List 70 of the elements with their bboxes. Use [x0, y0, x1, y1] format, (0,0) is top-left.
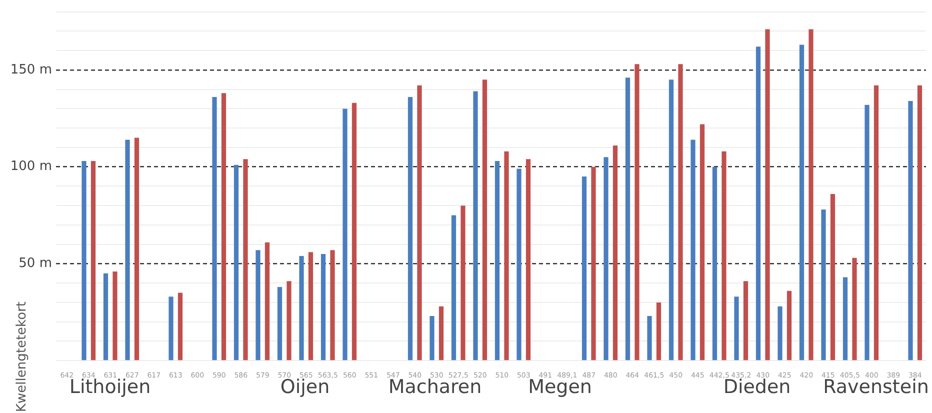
bar [656, 302, 662, 360]
bar [756, 46, 761, 360]
bar [352, 102, 357, 360]
bar [765, 29, 770, 360]
bar [234, 164, 239, 360]
bar [430, 316, 434, 360]
bar [494, 161, 500, 360]
bar [634, 64, 640, 360]
bar [743, 281, 748, 360]
bar [342, 108, 348, 360]
bar [103, 273, 108, 360]
bar [112, 271, 118, 360]
bar [286, 281, 292, 360]
y-axis-title: Kwellengtetekort [14, 301, 30, 412]
bar [700, 124, 705, 360]
bar [842, 277, 848, 360]
bar [917, 85, 922, 360]
bar [712, 166, 718, 360]
bar [308, 252, 314, 360]
bar [134, 138, 140, 360]
bar [330, 250, 335, 360]
bar [647, 316, 652, 360]
bar [243, 159, 248, 360]
bar [168, 296, 174, 360]
bar [808, 29, 814, 360]
bar [504, 151, 509, 360]
y-tick-label: 100 m [10, 159, 52, 174]
bar [264, 242, 270, 360]
bar [408, 97, 413, 360]
bar [678, 64, 683, 360]
bar [908, 100, 913, 360]
bar [320, 254, 326, 360]
bar [690, 140, 696, 360]
bar [299, 256, 304, 360]
bar [482, 80, 488, 360]
bar [460, 206, 466, 360]
bar [178, 292, 183, 360]
bar [516, 168, 522, 360]
bar [212, 97, 217, 360]
bar [277, 286, 282, 360]
bar [90, 161, 96, 360]
bar [799, 44, 804, 360]
bar [786, 290, 792, 360]
bar [625, 78, 630, 360]
bar [852, 258, 857, 360]
bar [604, 157, 608, 360]
bar [417, 85, 422, 360]
bar [722, 151, 726, 360]
bar [830, 194, 836, 360]
bar [778, 306, 782, 360]
bar [526, 159, 531, 360]
bar [668, 80, 674, 360]
bar [82, 161, 86, 360]
bar [612, 146, 618, 360]
bar [451, 215, 456, 360]
text: Lithoijen [69, 376, 151, 398]
bar [821, 209, 826, 360]
bar [582, 176, 587, 360]
bar [125, 140, 130, 360]
bar [438, 306, 444, 360]
bar [473, 91, 478, 360]
bar [864, 104, 870, 360]
bar [256, 250, 260, 360]
bar [591, 166, 596, 360]
bar [221, 93, 226, 360]
y-tick-label: 50 m [18, 256, 52, 272]
bar [734, 296, 739, 360]
y-tick-label: 150 m [10, 62, 52, 78]
bar [874, 85, 879, 360]
text: Oijen [280, 376, 330, 398]
